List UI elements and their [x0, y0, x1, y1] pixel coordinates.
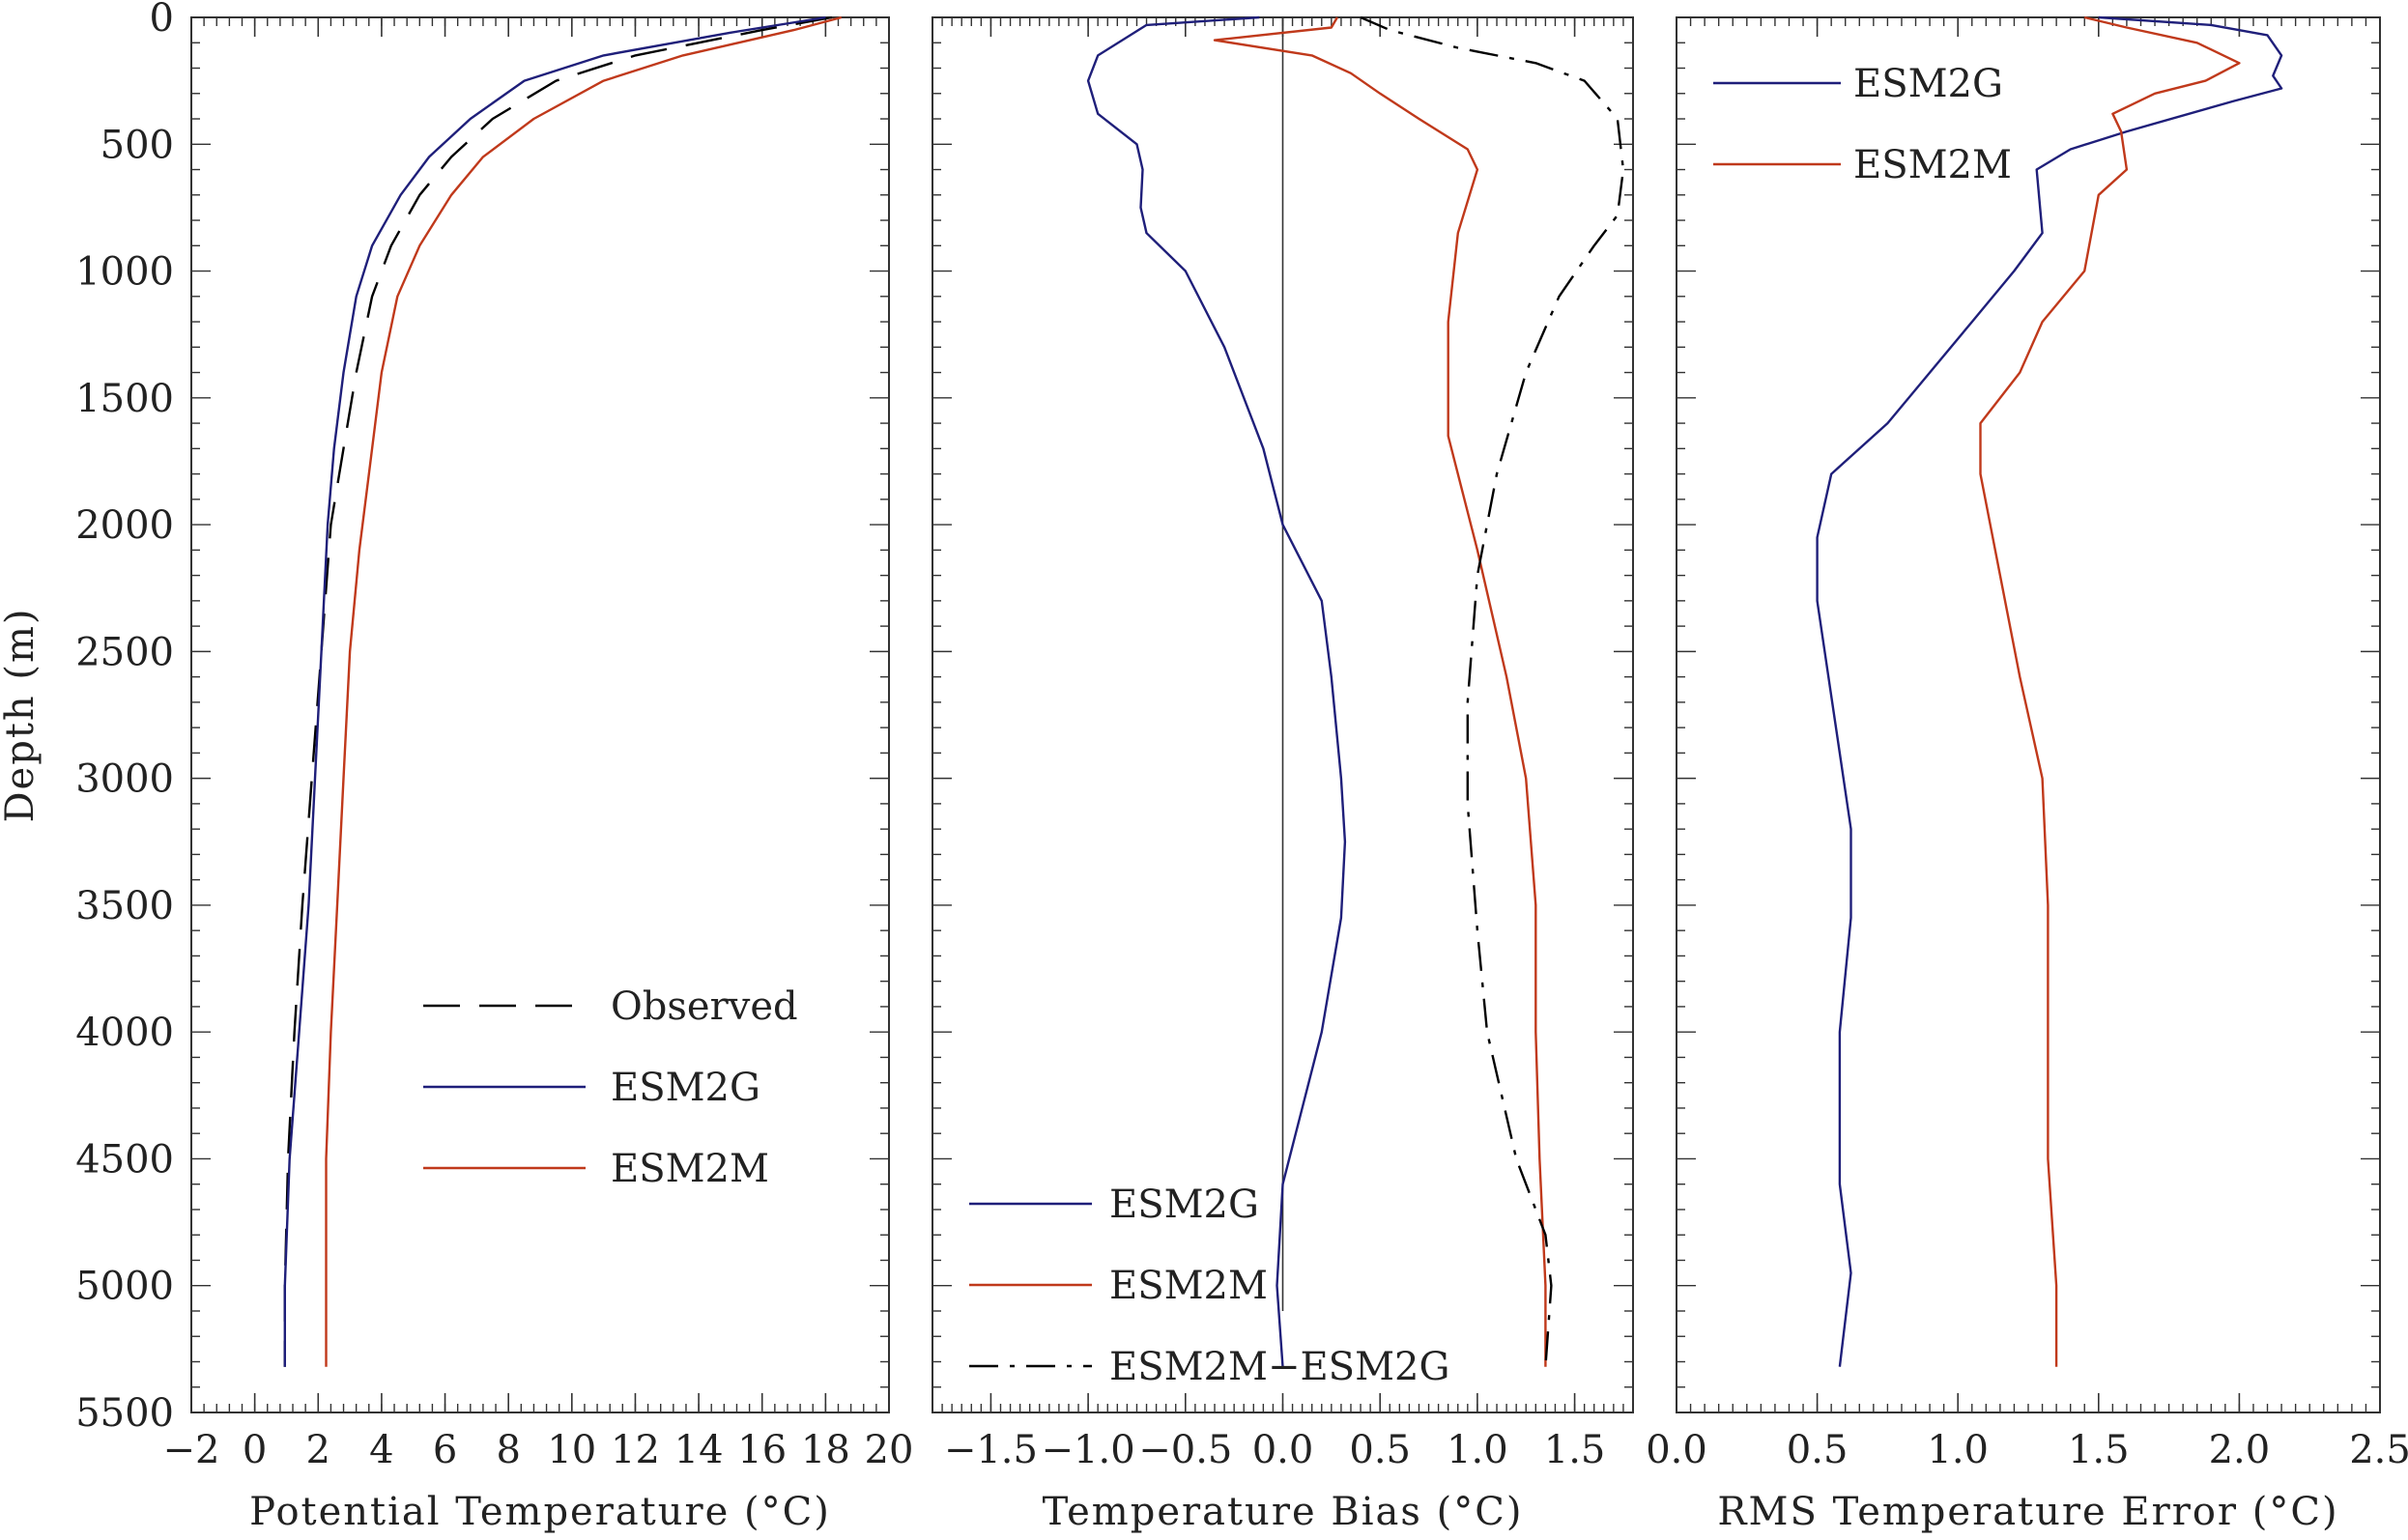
- x-tick-label: 1.5: [1544, 1428, 1606, 1472]
- x-tick-label: 2.0: [2209, 1428, 2271, 1472]
- x-tick-label: −2: [163, 1428, 220, 1472]
- x-tick-label: 14: [674, 1428, 724, 1472]
- series-line-esm2m: [325, 15, 843, 1367]
- legend-entry: ESM2M: [1109, 1264, 1268, 1308]
- x-tick-label: 4: [369, 1428, 393, 1472]
- series-line-observed: [283, 15, 833, 1367]
- x-tick-label: 8: [496, 1428, 520, 1472]
- depth-tick-label: 5500: [75, 1391, 174, 1436]
- x-tick-label: 1.5: [2068, 1428, 2130, 1472]
- legend: Observed ESM2G ESM2M: [423, 984, 798, 1191]
- legend: ESM2G ESM2M: [1713, 62, 2012, 187]
- series-line-esm2g: [1086, 15, 1347, 1367]
- depth-tick-label: 2500: [75, 630, 174, 674]
- x-axis-label: Temperature Bias (°C): [1043, 1490, 1524, 1534]
- x-tick-label: 2.5: [2349, 1428, 2408, 1472]
- depth-tick-label: 5000: [75, 1265, 174, 1309]
- depth-tick-label: 1000: [75, 250, 174, 295]
- x-tick-label: 0: [243, 1428, 267, 1472]
- x-tick-label: 10: [547, 1428, 596, 1472]
- series-line-esm2m: [1979, 15, 2241, 1367]
- legend: ESM2G ESM2M ESM2M−ESM2G: [969, 1183, 1449, 1389]
- x-ticks: [190, 16, 890, 1413]
- legend-entry: Observed: [611, 984, 798, 1029]
- series-line-esm2m-esm2g: [1360, 15, 1625, 1367]
- x-tick-label: 20: [865, 1428, 914, 1472]
- x-ticks: [932, 16, 1634, 1413]
- series-line-esm2g: [283, 15, 826, 1367]
- panel-frame: [190, 16, 890, 1413]
- x-tick-label: 0.0: [1646, 1428, 1707, 1472]
- depth-tick-label: 2000: [75, 503, 174, 548]
- legend-entry: ESM2G: [1853, 62, 2003, 106]
- x-axis-label: Potential Temperature (°C): [249, 1490, 831, 1534]
- x-tick-label: 18: [801, 1428, 850, 1472]
- legend-entry: ESM2G: [1109, 1183, 1259, 1227]
- x-tick-label: 0.5: [1349, 1428, 1411, 1472]
- depth-tick-label: 3500: [75, 884, 174, 928]
- legend-entry: ESM2M: [611, 1147, 769, 1191]
- depth-tick-label: 1500: [75, 377, 174, 421]
- x-tick-label: 12: [611, 1428, 660, 1472]
- legend-entry: ESM2M: [1853, 143, 2012, 187]
- series-line-esm2m: [1213, 16, 1547, 1367]
- x-tick-label: 2: [306, 1428, 330, 1472]
- depth-tick-label: 3000: [75, 757, 174, 802]
- series-line-esm2g: [1816, 15, 2283, 1367]
- depth-tick-label: 0: [150, 0, 174, 41]
- x-tick-label: −0.5: [1138, 1428, 1232, 1472]
- x-tick-label: 1.0: [1447, 1428, 1508, 1472]
- x-tick-label: 0.0: [1252, 1428, 1314, 1472]
- panel-2: −1.5 −1.0 −0.5 0.0 0.5 1.0 1.5 Temperature Bias…: [932, 15, 1634, 1534]
- panel-1: −2 0 2 4 6 8 10 12 14 16 18 20 Potential Temperature…: [163, 15, 914, 1534]
- depth-tick-label: 500: [100, 123, 174, 167]
- x-tick-label: 6: [433, 1428, 457, 1472]
- x-ticks: [1676, 16, 2381, 1413]
- depth-tick-label: 4000: [75, 1011, 174, 1055]
- x-tick-label: 16: [737, 1428, 787, 1472]
- legend-entry: ESM2G: [611, 1066, 760, 1110]
- x-tick-label: 0.5: [1787, 1428, 1849, 1472]
- depth-tick-label: 4500: [75, 1137, 174, 1182]
- x-tick-label: 1.0: [1927, 1428, 1989, 1472]
- x-axis-label: RMS Temperature Error (°C): [1717, 1490, 2338, 1534]
- x-tick-label: −1.5: [944, 1428, 1038, 1472]
- legend-entry: ESM2M−ESM2G: [1109, 1345, 1449, 1389]
- depth-axis-label: Depth (m): [0, 607, 43, 822]
- x-tick-label: −1.0: [1042, 1428, 1135, 1472]
